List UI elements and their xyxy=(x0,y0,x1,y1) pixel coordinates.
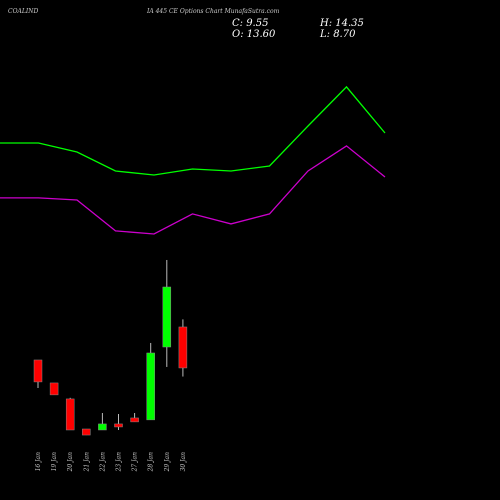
x-tick-label: 21 Jan xyxy=(83,452,90,473)
candle-body xyxy=(49,382,59,396)
x-tick-label: 23 Jan xyxy=(116,452,123,473)
x-tick-label: 22 Jan xyxy=(99,452,106,473)
high-label: H: 14.35 xyxy=(319,18,364,29)
x-tick-label: 29 Jan xyxy=(164,452,171,473)
candle-body xyxy=(130,417,139,423)
candle-body xyxy=(114,423,123,428)
candle-body xyxy=(178,326,188,369)
x-tick-label: 28 Jan xyxy=(148,452,155,473)
x-tick-label: 20 Jan xyxy=(67,452,74,473)
low-label: L: 8.70 xyxy=(319,29,356,40)
candle-body xyxy=(82,428,91,436)
candle-body xyxy=(162,286,172,348)
candle-body xyxy=(146,352,155,421)
x-tick-label: 19 Jan xyxy=(51,452,58,472)
open-label: O: 13.60 xyxy=(232,29,276,40)
close-label: C: 9.55 xyxy=(232,18,268,29)
x-tick-label: 30 Jan xyxy=(180,452,187,472)
overlay-line xyxy=(0,145,386,235)
x-tick-label: 16 Jan xyxy=(35,452,42,472)
candle-body xyxy=(98,423,107,431)
candle-body xyxy=(33,359,43,383)
chart-title: COALIND xyxy=(8,8,38,15)
overlay-line xyxy=(0,85,386,176)
x-tick-label: 27 Jan xyxy=(132,452,139,473)
chart-subtitle: IA 445 CE Options Chart MunafaSutra.com xyxy=(146,8,280,15)
candle-body xyxy=(65,398,75,431)
